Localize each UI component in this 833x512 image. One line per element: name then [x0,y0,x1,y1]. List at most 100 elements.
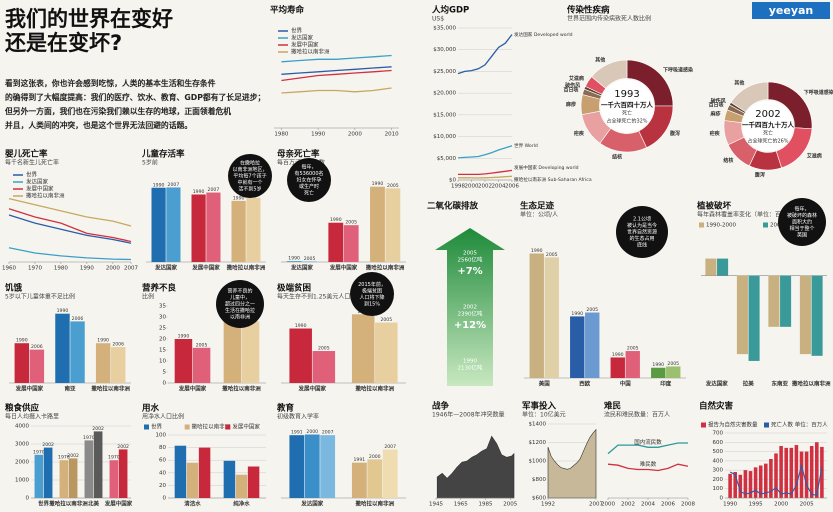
panel-title: 极端贫困 [277,283,311,294]
legend-label: 撒哈拉以南非洲 [26,192,65,200]
y-tick-label: $35,000 [433,26,456,32]
y-tick-label: $600 [532,496,546,502]
bar [247,466,260,498]
bar-label: 1970 [108,455,120,461]
bar [174,445,187,498]
x-tick-label: 撒哈拉以南非洲 [227,264,266,272]
bar-label: 1990 [193,189,205,195]
panel-title: 植被破坏 [696,201,732,212]
series-label: 国内流民数 [634,438,662,446]
x-tick-label: 2005 [800,502,814,508]
bar [231,200,246,262]
x-tick-label: 1965 [454,502,468,508]
bar [728,473,732,498]
bar [794,445,799,498]
bar [625,351,640,378]
callout-text: 到15% [364,300,380,307]
line [457,34,513,75]
bar-label: 2006 [31,344,43,350]
y-tick-label: 2000 [15,460,29,466]
y-tick-label: $1200 [529,440,547,446]
legend-label: 发展中国家 [291,41,319,49]
donut-center-text: 占全球死亡的26% [747,138,788,145]
y-tick-label: 500 [713,449,724,455]
bar [809,446,814,498]
callout-text: 2.1公顷 [633,216,651,223]
intro: 的确得到了大幅度提高：我们的医疗、饮水、教育、GDP都有了长足进步； [5,92,265,103]
bar-label: 1970 [58,455,70,461]
segment-label: 麻疹 [565,101,577,108]
bar [666,366,681,378]
x-tick-label: 发达国家 [705,380,729,388]
x-tick-label: 1985 [479,502,493,508]
panel-subtitle: 流民和难民数量：百万人 [604,411,670,419]
y-tick-label: $0 [449,178,456,184]
main-title: 还是在变坏? [4,31,122,55]
bar [304,434,320,498]
callout [287,158,331,202]
bar [186,462,199,498]
bar [784,447,788,498]
bar [14,343,30,383]
panel-subtitle: US$ [432,16,444,23]
donut-center-text: 占全球死亡的32% [606,118,647,125]
bar-label: 1990 [531,248,543,254]
y-tick-label: 0 [163,496,167,502]
y-tick-label: $10,000 [433,134,456,140]
donut-year: 2002 [755,109,780,120]
bar-label: 2005 [380,317,392,323]
x-tick-label: 2000 [106,266,120,272]
bar-label: 1990 [330,217,342,223]
x-tick-label: 撒哈拉以南非洲 [355,500,394,508]
bar-label: 1970 [83,435,95,441]
bar-label: 1990 [612,352,624,358]
x-tick-label: 西欧 [579,380,591,388]
x-tick-label: 纯净水 [233,500,250,508]
callout-text: 相当于整个 [789,225,814,232]
bar [70,321,85,383]
bar [151,187,166,262]
y-tick-label: 0 [26,496,30,502]
bar [789,447,794,498]
callout-text: 中就有一个 [237,179,262,186]
bar [55,313,70,383]
callout [216,280,264,328]
x-tick-label: 2007 [124,266,138,272]
step-amount: 2560亿吨 [458,256,483,264]
segment-label: 破伤风 [565,82,580,89]
main-title: 我们的世界在变好 [5,7,173,31]
bar [764,463,768,498]
panel-title: 婴儿死亡率 [5,149,48,160]
y-tick-label: $15,000 [433,112,456,118]
intro: 看到这张表，你也许会感到吃惊，人类的基本生活和生存条件 [4,78,216,88]
callout-text: 营养不良的 [227,288,252,295]
panel-subtitle: 世界范围内传染病致死人数比例 [567,15,651,23]
bar-label: 2006 [112,342,124,348]
bar-label: 2005 [387,183,399,189]
legend-swatch [144,424,149,430]
line [607,463,689,472]
bar [733,472,737,498]
panel-subtitle: 5岁前 [142,159,158,167]
panel-title: 营养不良 [142,283,177,294]
step-year: 2005 [463,251,477,257]
callout-text: 儿童中， [230,294,250,301]
line [281,54,392,63]
bar [370,186,385,262]
panel-subtitle: 每日人均摄入卡路里 [5,413,59,421]
bar [118,449,128,498]
x-tick-label: 1995 [749,502,763,508]
x-tick-label: 撒哈拉以南非洲 [366,264,405,272]
series-label: 发展中国家 Developing world [514,164,579,171]
callout-text: 世界自然资源 [627,229,657,236]
bar [302,261,317,262]
segment-label: 结核 [612,153,622,160]
bar [799,275,811,355]
legend-label: 发达国家 [26,178,49,186]
y-tick-label: 400 [713,458,724,464]
legend-swatch [184,424,190,430]
bar [343,225,359,262]
line [8,214,132,244]
bar [43,447,53,498]
logo-box [752,2,830,19]
